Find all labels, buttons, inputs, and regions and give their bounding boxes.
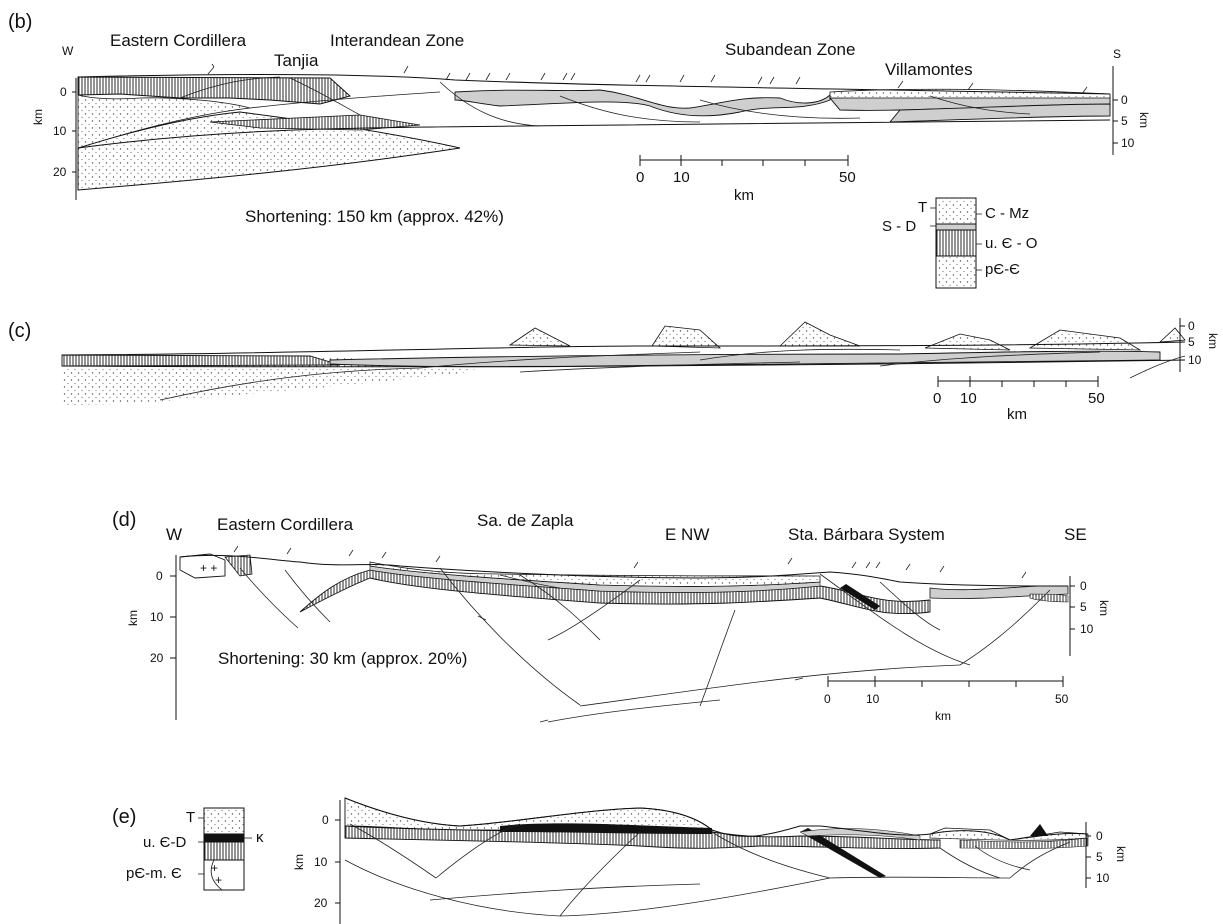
label-interandean-zone: Interandean Zone	[330, 31, 464, 50]
label-tanjia: Tanjia	[274, 51, 319, 70]
axis-e-right-tick-0: 0	[1096, 829, 1103, 843]
legend-e-ucd: u. Є-D	[143, 834, 186, 851]
axis-d-left-unit: km	[126, 610, 140, 626]
panel-e-letter: (e)	[112, 806, 136, 828]
axis-b-right-tick-10: 10	[1121, 136, 1135, 150]
axis-b-right-tick-5: 5	[1121, 114, 1128, 128]
legend-b-sd: S - D	[882, 218, 916, 235]
depth-axis-left-b: 0 10 20 km	[31, 78, 77, 200]
scale-c-tick-10: 10	[960, 390, 977, 407]
label-eastern-cordillera-b: Eastern Cordillera	[110, 31, 247, 50]
scale-b-tick-50: 50	[839, 169, 856, 186]
scale-c-unit: km	[1007, 406, 1027, 423]
axis-d-left-tick-0: 0	[156, 569, 163, 583]
axis-d-right-tick-0: 0	[1080, 579, 1087, 593]
axis-b-right-unit: km	[1137, 112, 1151, 128]
axis-d-left-tick-10: 10	[150, 610, 164, 624]
axis-b-left-tick-10: 10	[53, 124, 67, 138]
depth-axis-right-d: 0 5 10 km	[1069, 576, 1111, 656]
shortening-b: Shortening: 150 km (approx. 42%)	[245, 207, 504, 226]
thrust-arrows-d	[233, 545, 1027, 579]
depth-axis-right-c: 0 5 10 km	[1179, 318, 1220, 372]
depth-axis-right-e: 0 5 10 km	[1085, 822, 1128, 888]
axis-e-right-tick-5: 5	[1096, 850, 1103, 864]
scale-c-tick-0: 0	[933, 390, 941, 407]
axis-b-right-tick-0: 0	[1121, 93, 1128, 107]
scale-d-tick-50: 50	[1055, 692, 1069, 706]
panel-b: (b) W Eastern Cordillera Tanjia Interand…	[8, 11, 1151, 289]
axis-e-right-unit: km	[1114, 846, 1128, 862]
panel-d: (d) W Eastern Cordillera Sa. de Zapla E …	[112, 509, 1111, 723]
legend-e-pc: pЄ-m. Є	[126, 865, 182, 882]
scale-b-unit: km	[734, 187, 754, 204]
svg-text:+ +: + +	[200, 561, 217, 575]
scale-bar-c: 0 10 50 km	[933, 376, 1105, 423]
panel-d-west-label: W	[166, 525, 182, 544]
shortening-d: Shortening: 30 km (approx. 20%)	[218, 649, 467, 668]
axis-c-right-tick-0: 0	[1188, 319, 1195, 333]
svg-text:+: +	[215, 873, 222, 887]
legend-e-t: T	[186, 809, 195, 826]
scale-d-unit: km	[935, 709, 951, 723]
label-sta-barbara-system: Sta. Bárbara System	[788, 525, 945, 544]
axis-c-right-tick-10: 10	[1188, 353, 1202, 367]
axis-b-left-unit: km	[31, 109, 45, 125]
depth-axis-left-d: 0 10 20 km	[126, 555, 177, 720]
axis-e-left-unit: km	[292, 854, 306, 870]
label-eastern-cordillera-d: Eastern Cordillera	[217, 515, 354, 534]
legend-b-t: T	[918, 199, 927, 216]
panel-c: (c) 0 5 10 km	[8, 318, 1220, 423]
panel-b-south-label: S	[1113, 47, 1121, 61]
legend-b-cmz: C - Mz	[985, 205, 1029, 222]
axis-b-left-tick-0: 0	[60, 85, 67, 99]
panel-b-letter: (b)	[8, 11, 32, 33]
axis-e-left-tick-10: 10	[314, 855, 328, 869]
scale-b-tick-0: 0	[636, 169, 644, 186]
axis-d-right-tick-5: 5	[1080, 600, 1087, 614]
scale-c-tick-50: 50	[1088, 390, 1105, 407]
depth-axis-left-e: 0 10 20 km	[292, 800, 341, 924]
axis-c-right-tick-5: 5	[1188, 335, 1195, 349]
depth-axis-right-b: 0 5 10 km	[1112, 66, 1151, 155]
axis-e-left-tick-0: 0	[322, 813, 329, 827]
panel-e: (e) + + T u. Є-D κ pЄ-m. Є 0 10	[112, 797, 1128, 924]
axis-e-left-tick-20: 20	[314, 896, 328, 910]
svg-text:+: +	[211, 861, 218, 875]
label-se: SE	[1064, 525, 1087, 544]
scale-bar-b: 0 10 50 km	[636, 155, 856, 204]
legend-b-uco: u. Є - O	[985, 235, 1037, 252]
thrust-arrows-b	[207, 63, 1088, 95]
label-sa-de-zapla: Sa. de Zapla	[477, 511, 574, 530]
legend-e: + + T u. Є-D κ pЄ-m. Є	[126, 807, 264, 891]
panel-d-letter: (d)	[112, 509, 136, 531]
panel-c-letter: (c)	[8, 320, 31, 342]
legend-b-pc: pЄ-Є	[985, 261, 1020, 278]
axis-d-right-unit: km	[1097, 600, 1111, 616]
label-subandean-zone: Subandean Zone	[725, 40, 855, 59]
scale-d-tick-0: 0	[824, 692, 831, 706]
scale-d-tick-10: 10	[866, 692, 880, 706]
label-e-nw: E NW	[665, 525, 709, 544]
legend-e-kappa: κ	[256, 829, 264, 846]
axis-b-left-tick-20: 20	[53, 165, 67, 179]
label-villamontes: Villamontes	[885, 60, 973, 79]
legend-b: T S - D C - Mz u. Є - O pЄ-Є	[882, 197, 1037, 289]
axis-d-right-tick-10: 10	[1080, 622, 1094, 636]
scale-bar-d: 0 10 50 km	[824, 676, 1069, 723]
scale-b-tick-10: 10	[673, 169, 690, 186]
axis-e-right-tick-10: 10	[1096, 871, 1110, 885]
axis-d-left-tick-20: 20	[150, 651, 164, 665]
panel-b-west-label: W	[62, 44, 74, 58]
axis-c-right-unit: km	[1206, 333, 1220, 349]
